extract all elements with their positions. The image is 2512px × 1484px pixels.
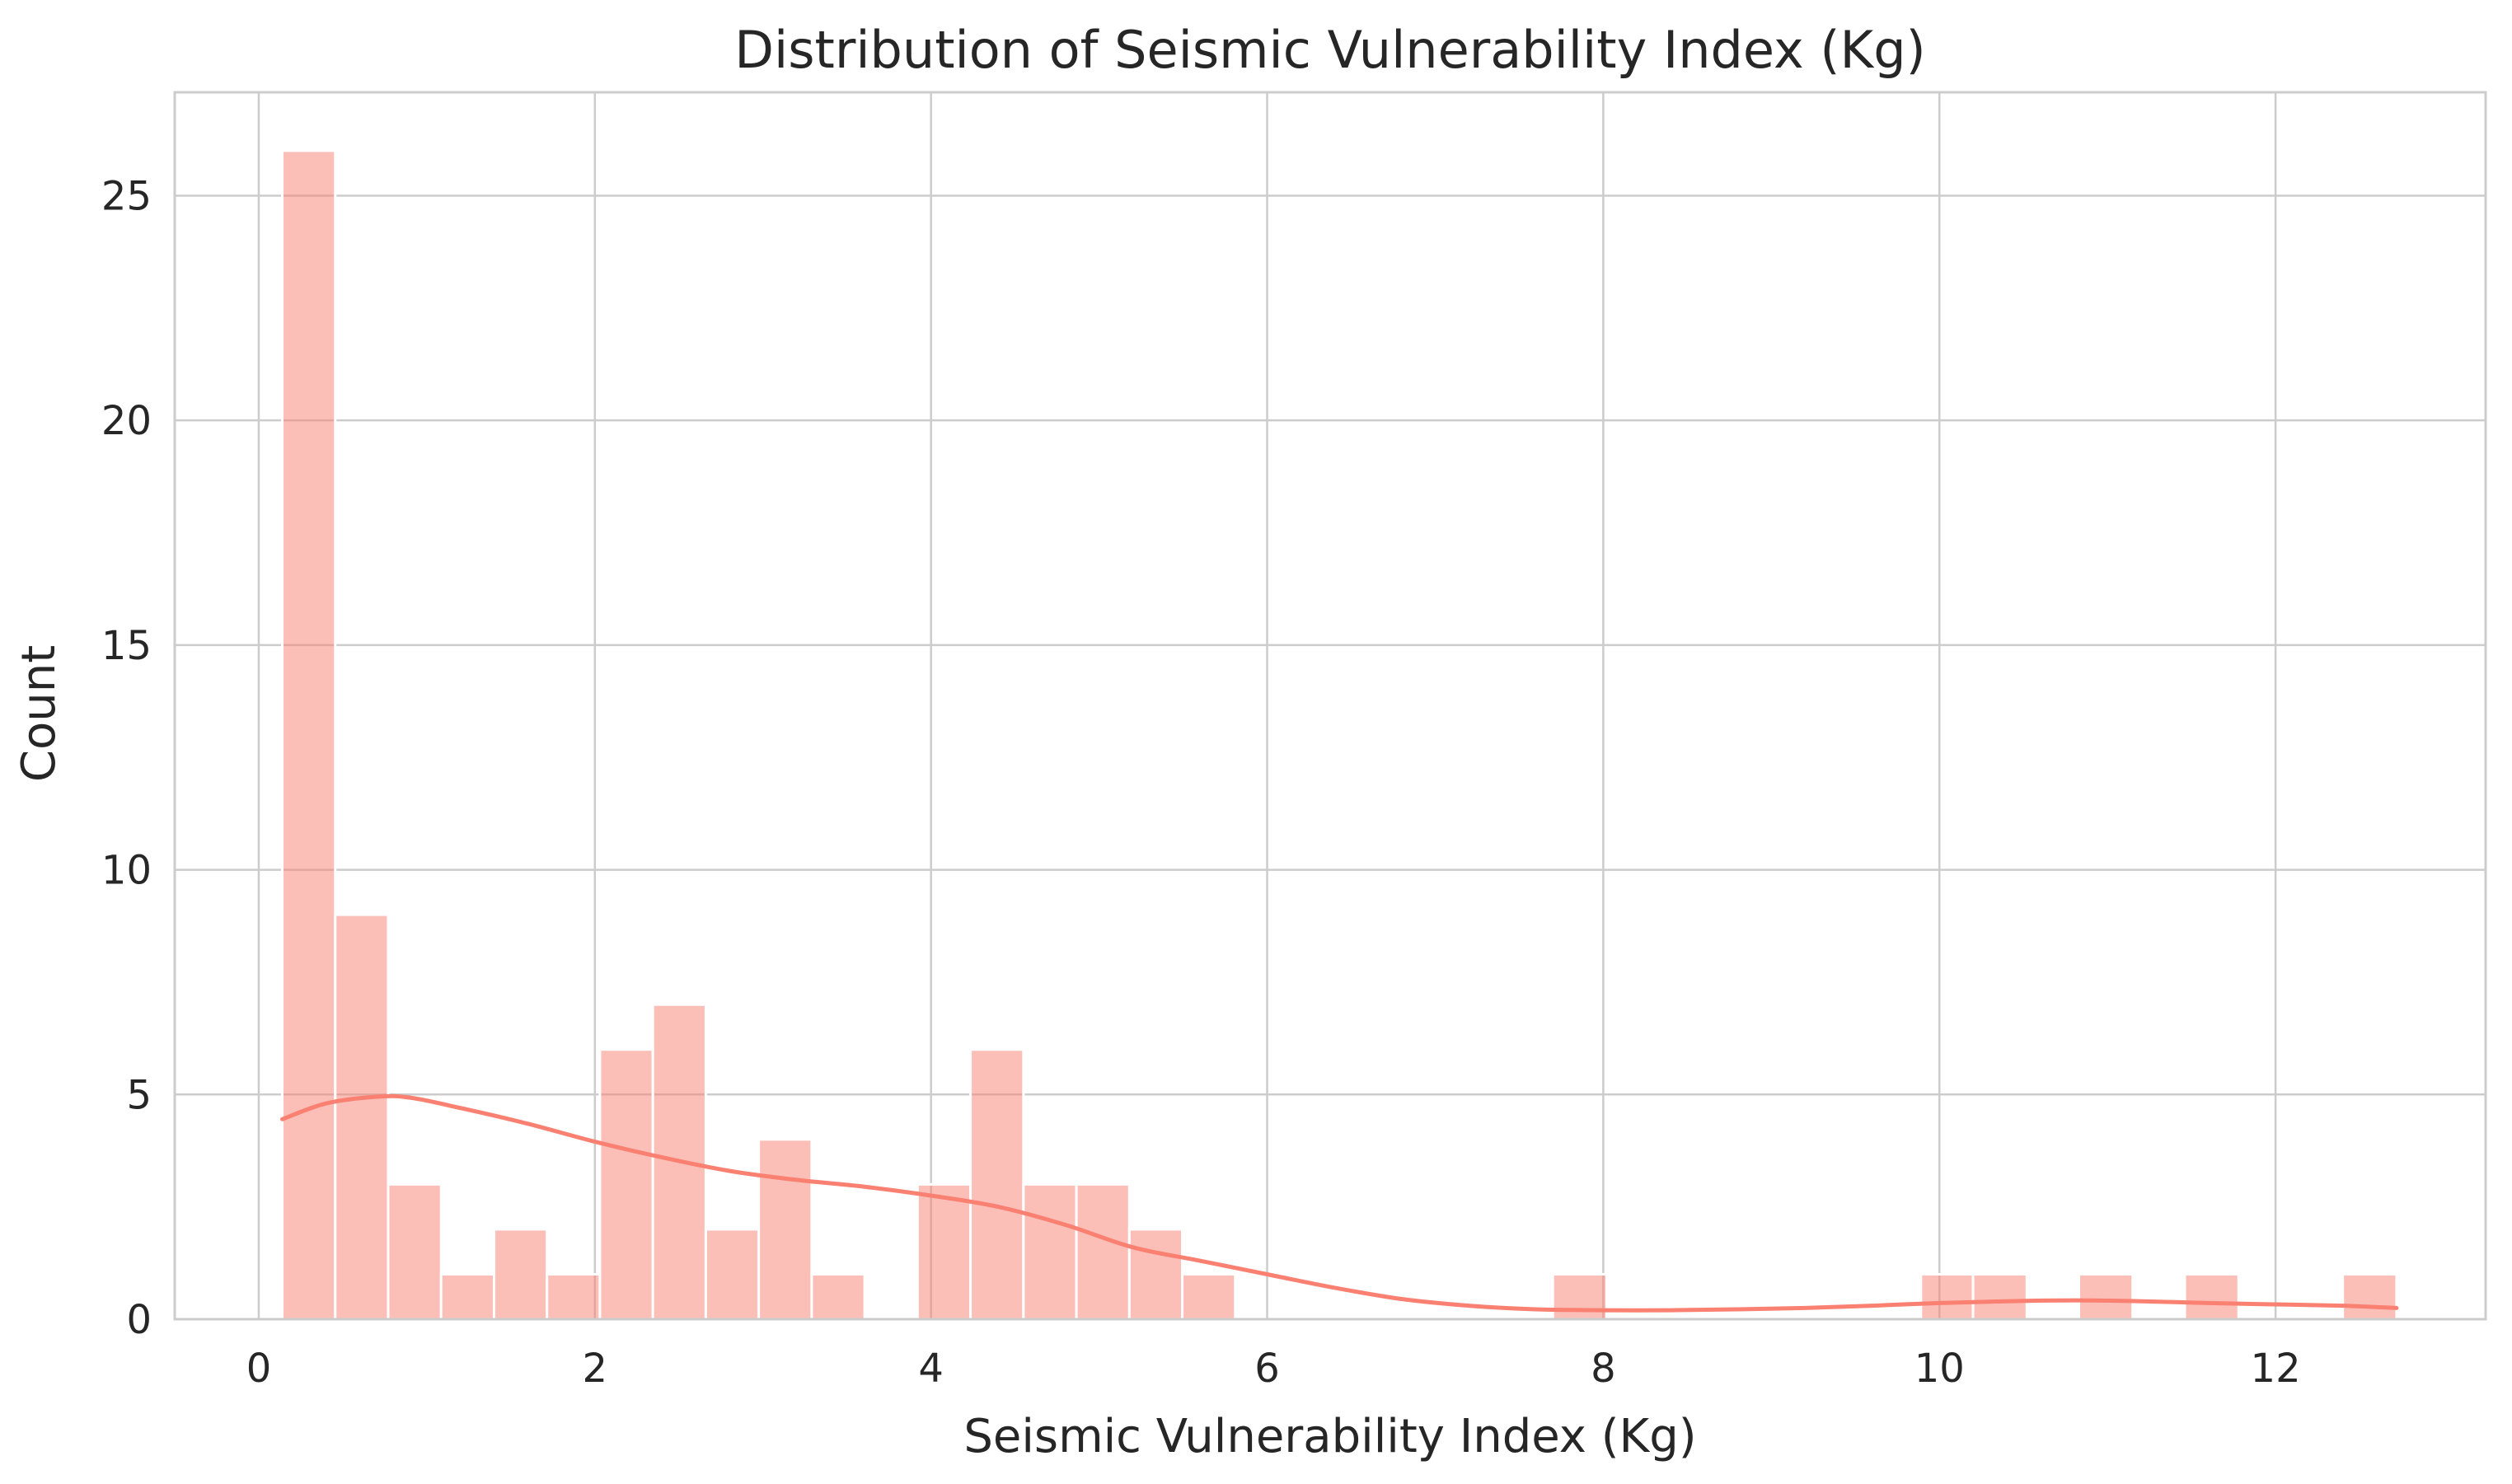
histogram-bar: [1075, 1182, 1131, 1321]
x-tick-label: 2: [583, 1346, 608, 1392]
histogram-bar: [2183, 1272, 2240, 1321]
histogram-bar: [598, 1048, 654, 1321]
y-axis-label: Count: [12, 645, 66, 782]
histogram-bar: [969, 1048, 1025, 1321]
x-tick-label: 10: [1914, 1346, 1965, 1392]
y-tick-label: 5: [126, 1072, 152, 1118]
kde-curve-group: [280, 1093, 2399, 1313]
histogram-bar: [1971, 1272, 2028, 1321]
chart-title: Distribution of Seismic Vulnerability In…: [734, 20, 1926, 80]
x-tick-label: 4: [918, 1346, 944, 1392]
histogram-bar: [492, 1228, 549, 1321]
grid-lines: [175, 92, 2486, 1321]
plot-border: [173, 91, 2487, 1321]
y-tick-label: 15: [101, 623, 152, 669]
histogram-bar: [1022, 1182, 1078, 1321]
histogram-bar: [2077, 1272, 2135, 1321]
histogram-bar: [334, 913, 390, 1321]
tick-labels: 0 2 4 6 8 10 12 0 5 10 15 20 25: [101, 173, 2301, 1392]
histogram-bar: [1919, 1272, 1975, 1321]
x-axis-label: Seismic Vulnerability Index (Kg): [963, 1410, 1696, 1463]
histogram-bar: [757, 1138, 813, 1321]
histogram-bar: [439, 1272, 495, 1321]
y-tick-label: 20: [101, 398, 152, 444]
histogram-bar: [387, 1182, 443, 1321]
histogram-bar: [281, 149, 337, 1321]
histogram-bar: [1127, 1228, 1184, 1321]
histogram-bar: [810, 1272, 866, 1321]
histogram-bar: [704, 1228, 761, 1321]
histogram-bar: [2341, 1272, 2398, 1321]
y-tick-label: 10: [101, 848, 152, 894]
x-tick-label: 12: [2251, 1346, 2301, 1392]
x-tick-label: 0: [246, 1346, 272, 1392]
kde-curve: [280, 1093, 2399, 1313]
histogram-bar: [546, 1272, 602, 1321]
histogram-bar: [1181, 1272, 1237, 1321]
plot-frame: [173, 91, 2487, 1321]
y-tick-label: 0: [126, 1297, 152, 1343]
y-tick-label: 25: [101, 173, 152, 219]
histogram-bar: [1551, 1272, 1608, 1321]
histogram-bar: [916, 1182, 972, 1321]
x-tick-label: 8: [1591, 1346, 1616, 1392]
x-tick-label: 6: [1254, 1346, 1280, 1392]
